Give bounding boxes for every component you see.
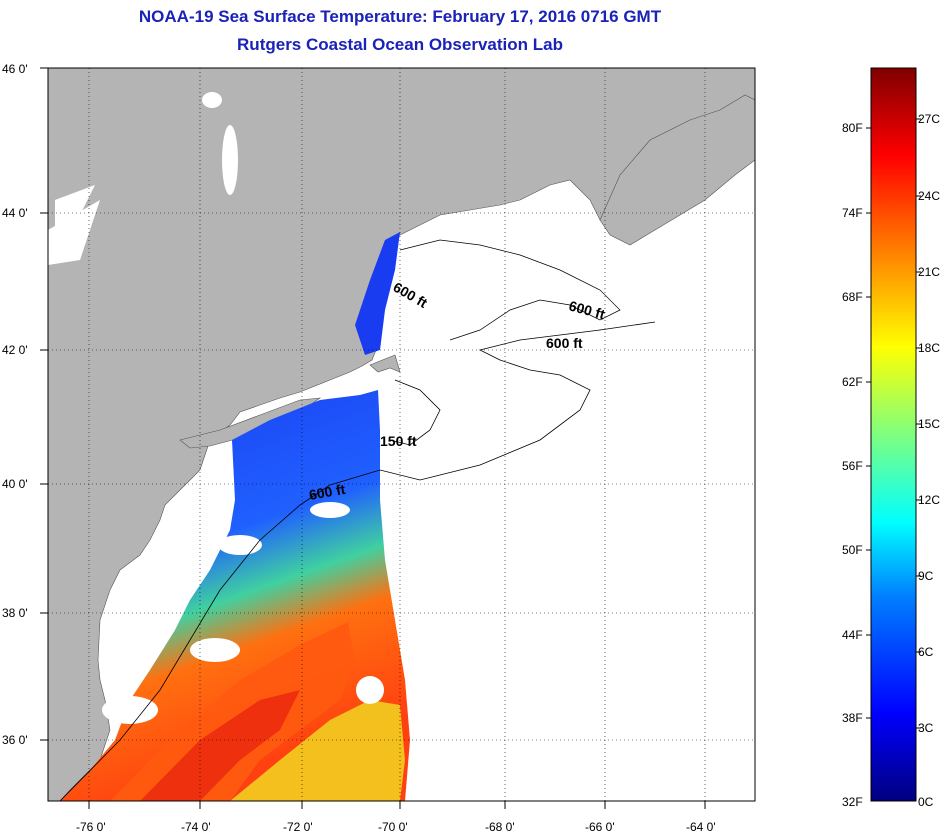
inland-cloud (48, 200, 100, 265)
lon-label: -72 0' (283, 820, 313, 834)
colorbar-c-label: 18C (918, 341, 941, 355)
colorbar-f-label: 44F (842, 628, 863, 642)
colorbar-f-label: 80F (842, 121, 863, 135)
colorbar-c-label: 24C (918, 189, 941, 203)
sst-warm-core (140, 690, 300, 801)
isobath-600ft (59, 321, 656, 801)
inland-cloud (202, 92, 222, 108)
contour-label: 600 ft (546, 335, 583, 351)
lat-label: 44 0' (2, 206, 28, 220)
colorbar-f-label: 50F (842, 543, 863, 557)
cloud-patch (102, 696, 158, 724)
cloud-patch (190, 638, 240, 662)
lat-label: 36 0' (2, 733, 28, 747)
contour-label: 600 ft (308, 481, 347, 503)
map-title: NOAA-19 Sea Surface Temperature: Februar… (138, 7, 662, 26)
lon-label: -76 0' (76, 820, 106, 834)
colorbar-f-label: 32F (842, 795, 863, 809)
lon-label: -70 0' (378, 820, 408, 834)
lat-label: 46 0' (2, 62, 28, 76)
contour-label: 150 ft (380, 433, 417, 449)
colorbar-f-label: 56F (842, 459, 863, 473)
colorbar-c-label: 0C (918, 795, 934, 809)
colorbar-ticks (866, 118, 921, 729)
cloud-patch (310, 502, 350, 518)
cloud-patch (218, 535, 262, 555)
colorbar-c-label: 15C (918, 417, 941, 431)
sst-warm-gulf-stream (110, 622, 355, 801)
lon-label: -66 0' (585, 820, 615, 834)
axis-ticks (40, 67, 706, 809)
colorbar-c-label: 9C (918, 569, 934, 583)
colorbar-c-label: 3C (918, 721, 934, 735)
colorbar-f-label: 68F (842, 290, 863, 304)
colorbar-c-label: 21C (918, 265, 941, 279)
lon-label: -74 0' (181, 820, 211, 834)
colorbar-c-label: 6C (918, 645, 934, 659)
colorbar-f-label: 74F (842, 206, 863, 220)
lat-label: 40 0' (2, 477, 28, 491)
cloud-patch (356, 676, 384, 704)
colorbar (870, 67, 917, 802)
inland-cloud (222, 125, 238, 195)
lon-label: -68 0' (485, 820, 515, 834)
colorbar-c-label: 27C (918, 112, 941, 126)
land-cape-cod (369, 354, 401, 373)
sst-cold-gulf-of-maine (355, 232, 400, 355)
isobath-gulf-of-maine (399, 239, 621, 341)
lon-label: -64 0' (686, 820, 716, 834)
sst-yellow-band (230, 700, 405, 801)
colorbar-c-label: 12C (918, 493, 941, 507)
lat-label: 38 0' (2, 606, 28, 620)
map-subtitle: Rutgers Coastal Ocean Observation Lab (237, 35, 563, 54)
land-nova-scotia (599, 94, 755, 246)
land-us-east-coast (48, 68, 755, 801)
colorbar-f-label: 62F (842, 375, 863, 389)
colorbar-f-label: 38F (842, 711, 863, 725)
lat-label: 42 0' (2, 343, 28, 357)
isobath-150ft (389, 379, 441, 446)
map-frame-border (47, 67, 756, 802)
